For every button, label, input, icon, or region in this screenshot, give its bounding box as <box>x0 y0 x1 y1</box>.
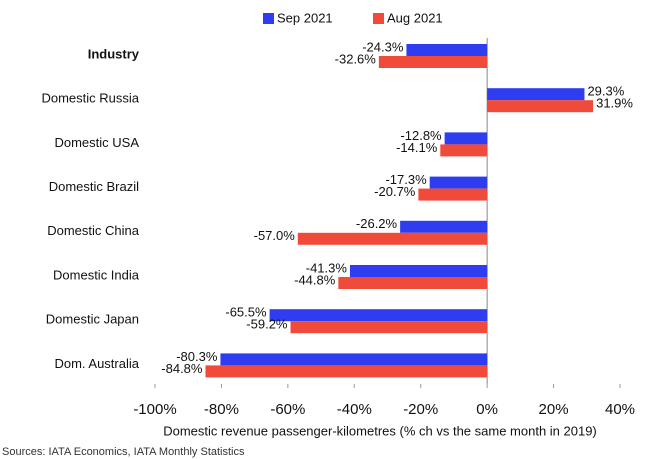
y-tick-label: Domestic China <box>47 223 140 238</box>
bar <box>487 88 585 101</box>
legend-swatch <box>373 13 384 24</box>
x-tick-label: -40% <box>337 401 372 418</box>
data-label: -20.7% <box>374 184 416 199</box>
y-tick-label: Domestic Japan <box>46 312 139 327</box>
y-tick-label: Domestic Brazil <box>49 179 139 194</box>
data-label: 31.9% <box>596 96 633 111</box>
data-label: -24.3% <box>362 39 404 54</box>
bar <box>444 132 488 145</box>
bar <box>400 220 488 233</box>
x-tick-label: 20% <box>539 401 569 418</box>
bar <box>406 44 488 56</box>
y-tick-label: Domestic USA <box>54 135 139 150</box>
bar <box>440 144 488 157</box>
bar <box>290 321 488 334</box>
data-label: -14.1% <box>396 140 438 155</box>
x-tick-label: -20% <box>403 401 438 418</box>
bar <box>220 353 488 366</box>
data-label: -32.6% <box>335 51 377 66</box>
y-tick-label: Industry <box>88 46 140 61</box>
legend-label: Sep 2021 <box>277 10 333 25</box>
bar <box>429 176 488 189</box>
data-label: -59.2% <box>246 317 288 332</box>
data-label: -12.8% <box>400 128 442 143</box>
bar <box>349 265 488 277</box>
x-tick-label: 0% <box>476 401 498 418</box>
data-label: -65.5% <box>225 305 267 320</box>
x-tick-label: -80% <box>204 401 239 418</box>
data-label: -17.3% <box>385 172 427 187</box>
legend-label: Aug 2021 <box>387 10 443 25</box>
x-tick-label: -100% <box>133 401 176 418</box>
bar <box>269 309 488 322</box>
y-tick-label: Dom. Australia <box>54 356 139 371</box>
bar <box>297 232 488 245</box>
x-tick-label: -60% <box>270 401 305 418</box>
bar <box>418 188 488 201</box>
bar <box>378 56 488 68</box>
bar <box>338 277 488 289</box>
y-tick-label: Domestic Russia <box>41 91 139 106</box>
bar <box>487 100 594 113</box>
bar <box>205 365 488 378</box>
x-tick-label: 40% <box>605 401 635 418</box>
data-label: -26.2% <box>356 216 398 231</box>
source: Sources: IATA Economics, IATA Monthly St… <box>2 446 245 458</box>
data-label: -44.8% <box>294 272 336 287</box>
data-label: -84.8% <box>161 361 203 376</box>
data-label: -80.3% <box>176 349 218 364</box>
legend-swatch <box>263 13 274 24</box>
x-axis-label: Domestic revenue passenger-kilometres (%… <box>163 423 597 438</box>
data-label: 29.3% <box>587 84 624 99</box>
y-tick-label: Domestic India <box>53 267 140 282</box>
data-label: -57.0% <box>254 228 296 243</box>
data-label: -41.3% <box>306 260 348 275</box>
